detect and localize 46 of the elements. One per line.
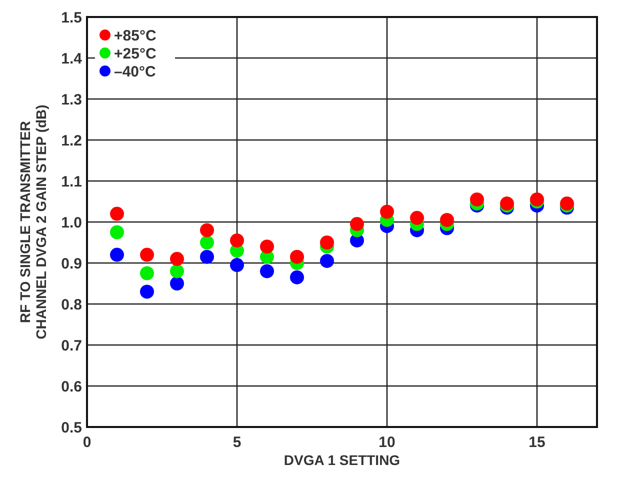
point — [260, 264, 274, 278]
y-tick-label: 0.6 — [61, 378, 82, 396]
point — [230, 233, 244, 248]
point — [200, 223, 214, 238]
point — [170, 264, 184, 278]
x-tick-label: 10 — [378, 434, 396, 451]
point — [110, 248, 124, 262]
y-tick-label: 0.8 — [61, 296, 82, 314]
point — [290, 270, 304, 284]
point — [170, 252, 184, 266]
point — [110, 225, 124, 240]
y-tick-label: 1.0 — [61, 214, 82, 232]
point — [140, 266, 154, 280]
point — [350, 217, 364, 232]
x-tick-label: 15 — [528, 434, 546, 451]
point — [530, 192, 544, 206]
legend-label: –40°C — [114, 63, 156, 80]
point — [410, 210, 424, 225]
y-tick-label: 1.1 — [61, 173, 82, 190]
point — [230, 258, 244, 272]
y-tick-label: 1.2 — [61, 132, 82, 150]
point — [320, 236, 334, 250]
x-axis-title: DVGA 1 SETTING — [284, 452, 400, 468]
legend-label: +85°C — [114, 27, 156, 44]
y-tick-label: 1.5 — [61, 9, 82, 26]
point — [140, 248, 154, 262]
point — [290, 250, 304, 264]
point — [200, 236, 214, 250]
point — [200, 250, 214, 264]
y-tick-label: 0.9 — [61, 255, 82, 272]
point — [260, 240, 274, 254]
point — [140, 284, 154, 299]
y-tick-label: 0.7 — [61, 337, 82, 354]
y-tick-label: 1.4 — [61, 50, 83, 68]
point — [380, 204, 394, 219]
y-tick-label: 1.3 — [61, 91, 82, 108]
point — [320, 254, 334, 268]
point — [470, 192, 484, 206]
y-tick-label: 0.5 — [61, 419, 82, 436]
point — [440, 212, 454, 227]
x-tick-label: 5 — [232, 434, 242, 451]
legend-label: +25°C — [114, 45, 156, 62]
y-axis-title: RF TO SINGLE TRANSMITTER CHANNEL DVGA 2 GAIN STEP (dB) — [17, 104, 49, 340]
point — [170, 276, 184, 290]
x-tick-label: 0 — [82, 434, 92, 451]
point — [110, 206, 124, 221]
